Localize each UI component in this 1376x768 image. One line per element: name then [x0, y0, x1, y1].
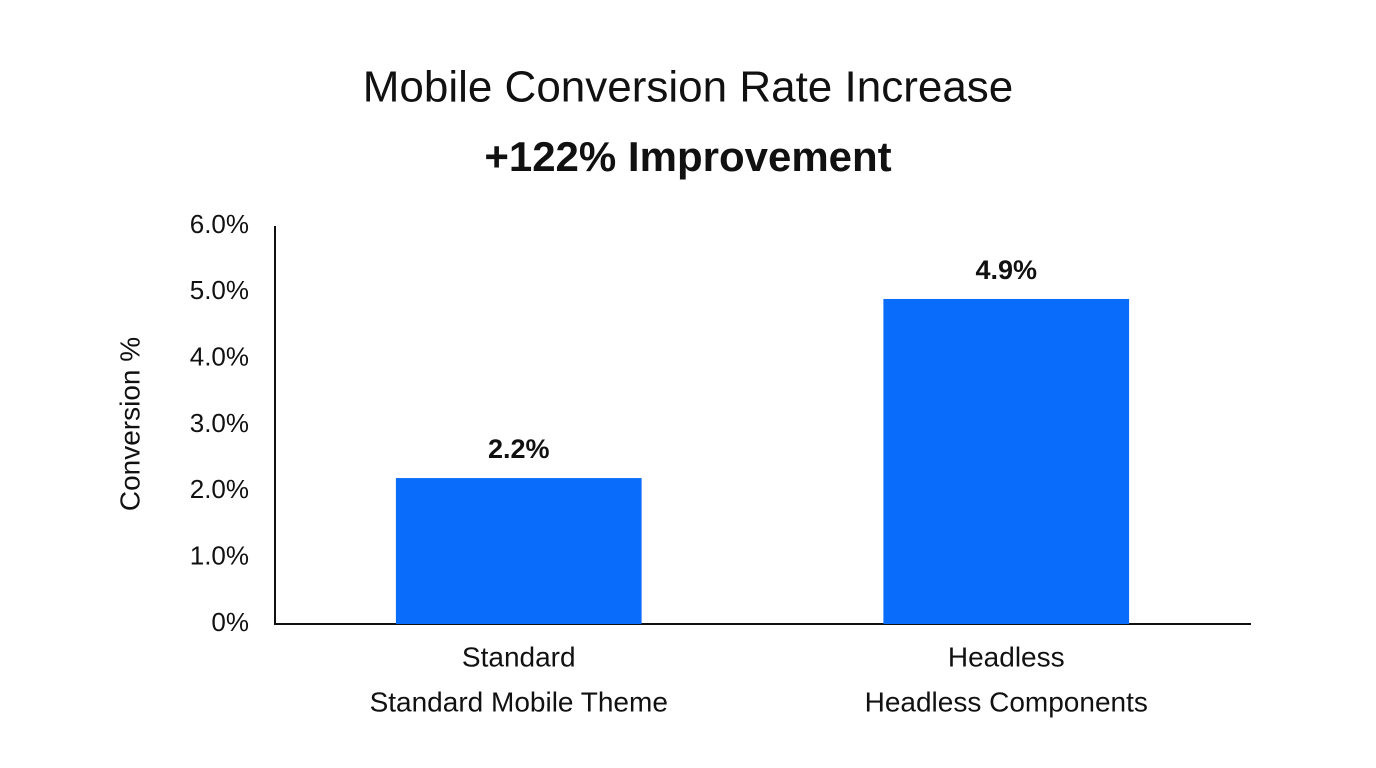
y-tick-label: 0% — [211, 607, 249, 637]
y-axis-label: Conversion % — [114, 337, 145, 511]
y-tick-label: 4.0% — [190, 342, 249, 372]
x-tick-description: Headless Components — [865, 686, 1148, 717]
x-tick-description: Standard Mobile Theme — [370, 686, 668, 717]
x-tick-label: Headless — [948, 641, 1065, 672]
chart-subtitle: +122% Improvement — [484, 133, 891, 180]
value-label: 4.9% — [975, 255, 1037, 285]
y-tick-label: 2.0% — [190, 474, 249, 504]
bar — [883, 298, 1130, 624]
chart-title: Mobile Conversion Rate Increase — [363, 63, 1014, 112]
y-tick-label: 5.0% — [190, 275, 249, 305]
bar — [395, 478, 642, 624]
y-tick-label: 3.0% — [190, 408, 249, 438]
x-tick-label: Standard — [462, 641, 576, 672]
y-tick-label: 6.0% — [190, 209, 249, 239]
value-label: 2.2% — [488, 434, 550, 464]
y-tick-label: 1.0% — [190, 541, 249, 571]
